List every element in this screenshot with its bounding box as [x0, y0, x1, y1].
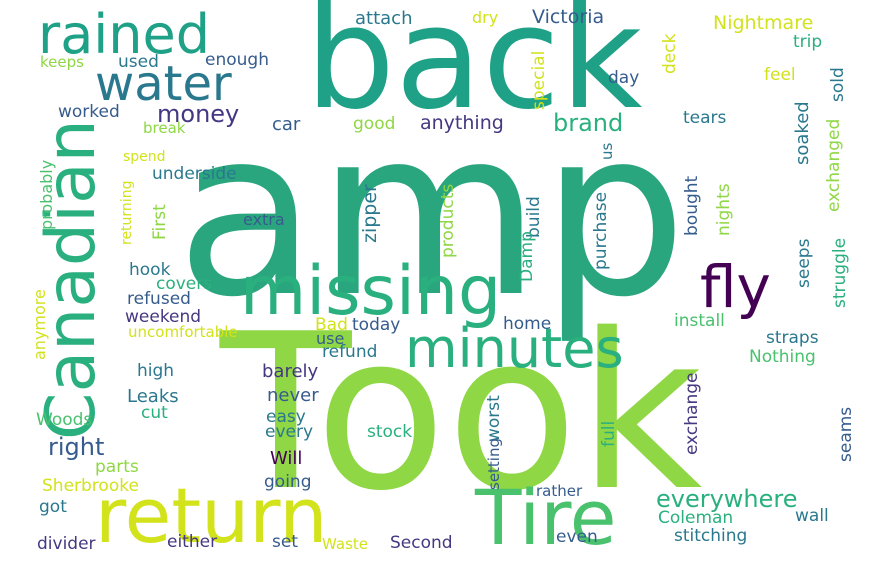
- word-full: full: [599, 420, 619, 447]
- word-seams: seams: [836, 406, 856, 462]
- word-good: good: [353, 114, 396, 134]
- word-got: got: [39, 497, 67, 517]
- word-feel: feel: [764, 65, 796, 85]
- word-struggle: struggle: [830, 237, 850, 308]
- word-probably: probably: [37, 159, 56, 230]
- word-coleman: Coleman: [658, 508, 734, 528]
- word-fly: fly: [700, 253, 771, 321]
- word-worked: worked: [58, 102, 120, 122]
- word-exchange: exchange: [682, 372, 702, 456]
- word-will: Will: [270, 448, 303, 469]
- word-hook: hook: [129, 260, 171, 280]
- word-high: high: [137, 361, 175, 381]
- word-woods: Woods: [36, 410, 93, 430]
- word-bad: Bad: [315, 315, 348, 335]
- word-back: back: [305, 0, 643, 141]
- word-underside: underside: [152, 164, 237, 184]
- word-install: install: [674, 311, 725, 331]
- word-barely: barely: [262, 361, 319, 382]
- word-uncomfortable: uncomfortable: [128, 323, 238, 341]
- word-attach: attach: [355, 8, 413, 29]
- word-home: home: [503, 314, 552, 334]
- word-extra: extra: [243, 210, 285, 229]
- word-tire: Tire: [475, 473, 617, 562]
- word-second: Second: [390, 533, 453, 553]
- word-returning: returning: [119, 180, 135, 245]
- word-bought: bought: [682, 175, 702, 236]
- word-enough: enough: [205, 50, 269, 70]
- word-covers: covers: [156, 274, 213, 294]
- word-sherbrooke: Sherbrooke: [42, 476, 139, 496]
- word-divider: divider: [37, 534, 96, 554]
- word-anything: anything: [420, 112, 504, 134]
- word-going: going: [264, 472, 312, 492]
- word-purchase: purchase: [591, 191, 611, 270]
- word-stitching: stitching: [674, 526, 748, 546]
- word-rather: rather: [536, 482, 583, 500]
- word-parts: parts: [95, 457, 139, 477]
- word-everywhere: everywhere: [656, 485, 798, 513]
- word-easy: easy: [266, 407, 306, 427]
- word-zipper: zipper: [359, 184, 381, 243]
- word-keeps: keeps: [40, 53, 84, 71]
- word-straps: straps: [766, 328, 819, 348]
- word-set: set: [272, 532, 298, 552]
- word-sold: sold: [828, 67, 848, 102]
- word-products: products: [438, 183, 458, 258]
- word-nightmare: Nightmare: [713, 12, 814, 34]
- word-amp: amp: [176, 81, 687, 348]
- word-even: even: [556, 527, 598, 547]
- word-leaks: Leaks: [127, 386, 179, 407]
- word-nights: nights: [714, 183, 734, 236]
- word-used: used: [118, 52, 159, 72]
- word-minutes: minutes: [405, 317, 624, 380]
- word-missing: missing: [240, 252, 502, 331]
- word-victoria: Victoria: [532, 6, 605, 28]
- word-soaked: soaked: [792, 101, 813, 165]
- word-water: water: [95, 56, 232, 112]
- word-return: return: [95, 471, 328, 560]
- word-use: use: [316, 329, 345, 348]
- word-nothing: Nothing: [749, 347, 816, 367]
- word-break: break: [143, 119, 186, 137]
- word-either: either: [167, 532, 218, 552]
- word-exchanged: exchanged: [824, 118, 844, 212]
- word-today: today: [352, 315, 401, 335]
- word-anymore: anymore: [30, 289, 49, 360]
- word-wall: wall: [795, 506, 829, 526]
- word-rained: rained: [38, 3, 211, 66]
- word-first: First: [150, 204, 170, 240]
- word-every: every: [265, 422, 314, 442]
- word-right: right: [48, 433, 105, 461]
- word-money: money: [157, 100, 240, 128]
- word-tears: tears: [683, 108, 727, 128]
- word-deck: deck: [660, 33, 680, 74]
- word-setting: setting: [485, 437, 503, 490]
- word-us: us: [598, 142, 616, 160]
- word-never: never: [267, 385, 319, 406]
- word-dry: dry: [472, 8, 499, 27]
- word-refund: refund: [322, 342, 378, 362]
- word-worst: worst: [484, 395, 504, 442]
- word-car: car: [272, 114, 301, 135]
- word-brand: brand: [553, 109, 624, 137]
- word-cut: cut: [141, 403, 168, 423]
- word-spend: spend: [123, 149, 166, 165]
- word-trip: trip: [793, 32, 823, 52]
- word-waste: Waste: [322, 535, 368, 553]
- word-damp: Damp: [517, 231, 537, 282]
- word-stock: stock: [367, 422, 413, 442]
- word-day: day: [608, 68, 640, 88]
- word-special: special: [529, 50, 549, 110]
- word-refused: refused: [127, 289, 191, 309]
- word-weekend: weekend: [125, 307, 202, 327]
- word-took: Took: [220, 287, 703, 538]
- word-seeps: seeps: [794, 238, 814, 288]
